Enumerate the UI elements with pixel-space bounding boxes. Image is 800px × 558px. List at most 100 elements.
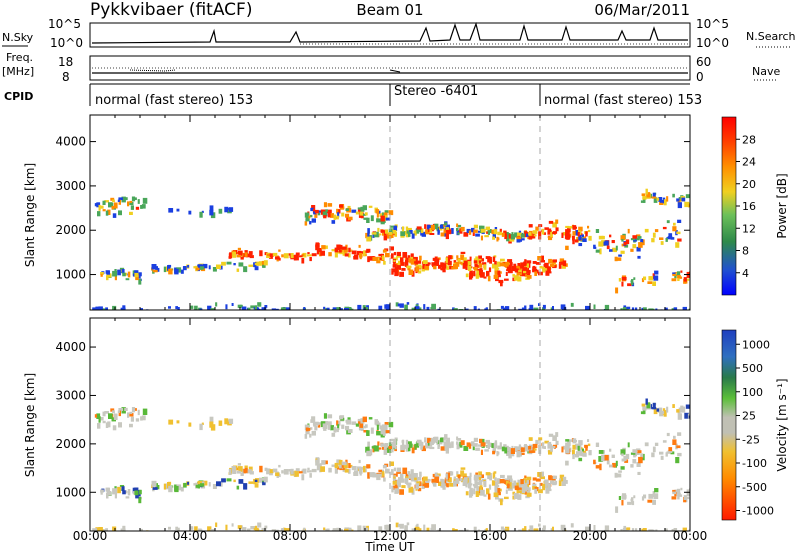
velocity-echo-cell <box>443 441 447 448</box>
power-echo-cell <box>651 196 657 199</box>
velocity-echo-cell <box>363 465 366 473</box>
velocity-echo-cell <box>525 495 530 499</box>
velocity-echo-cell <box>210 529 215 531</box>
velocity-echo-cell <box>135 418 140 422</box>
velocity-echo-cell <box>621 453 624 457</box>
velocity-echo-cell <box>395 522 399 528</box>
power-echo-cell <box>152 269 158 273</box>
velocity-echo-cell <box>118 410 121 417</box>
velocity-echo-cell <box>406 522 410 526</box>
power-echo-cell <box>255 307 260 310</box>
power-echo-cell <box>494 260 497 265</box>
power-echo-cell <box>311 218 316 223</box>
power-echo-cell <box>494 268 499 273</box>
power-echo-cell <box>672 273 676 277</box>
power-echo-cell <box>357 304 362 310</box>
power-echo-cell <box>366 217 370 223</box>
velocity-echo-cell <box>345 420 349 423</box>
velocity-echo-cell <box>631 528 634 531</box>
velocity-echo-cell <box>330 425 334 431</box>
velocity-echo-cell <box>641 528 644 531</box>
velocity-echo-cell <box>504 447 508 454</box>
velocity-echo-cell <box>366 430 370 436</box>
velocity-echo-cell <box>177 527 180 531</box>
power-echo-cell <box>327 212 331 218</box>
power-echo-cell <box>132 311 136 316</box>
velocity-echo-cell <box>558 480 562 486</box>
velocity-echo-cell <box>524 475 527 479</box>
velocity-echo-cell <box>634 528 638 531</box>
velocity-echo-cell <box>189 526 194 530</box>
velocity-echo-cell <box>353 472 358 476</box>
power-echo-cell <box>432 310 435 312</box>
velocity-echo-cell <box>393 485 398 490</box>
velocity-echo-cell <box>105 528 108 531</box>
xtick-label: 08:00 <box>273 529 308 543</box>
velocity-echo-cell <box>138 496 142 504</box>
velocity-echo-cell <box>188 422 192 427</box>
power-echo-cell <box>433 265 437 270</box>
velocity-echo-cell <box>623 456 627 461</box>
velocity-echo-cell <box>633 495 636 499</box>
velocity-echo-cell <box>494 488 500 493</box>
power-echo-cell <box>132 270 136 276</box>
power-echo-cell <box>646 192 651 198</box>
velocity-echo-cell <box>500 526 504 530</box>
velocity-echo-cell <box>338 529 343 531</box>
velocity-echo-cell <box>652 402 656 410</box>
velocity-echo-cell <box>683 495 687 500</box>
power-echo-cell <box>367 256 370 263</box>
velocity-echo-cell <box>473 485 479 489</box>
power-echo-cell <box>337 209 341 214</box>
velocity-echo-cell <box>463 532 467 536</box>
velocity-echo-cell <box>332 528 337 531</box>
velocity-echo-cell <box>451 441 454 448</box>
power-echo-cell <box>347 216 353 221</box>
velocity-echo-cell <box>226 478 232 482</box>
power-echo-cell <box>588 235 592 241</box>
power-echo-cell <box>469 256 472 261</box>
power-echo-cell <box>495 264 498 270</box>
velocity-echo-cell <box>532 443 538 448</box>
power-echo-cell <box>518 270 522 273</box>
velocity-echo-cell <box>548 475 552 481</box>
velocity-echo-cell <box>446 472 451 479</box>
power-echo-cell <box>681 197 686 202</box>
power-echo-cell <box>643 307 647 310</box>
velocity-echo-cell <box>132 532 136 538</box>
power-echo-cell <box>416 227 420 234</box>
velocity-echo-cell <box>447 477 452 483</box>
velocity-echo-cell <box>552 526 554 531</box>
velocity-echo-cell <box>480 489 485 496</box>
power-echo-cell <box>679 310 681 313</box>
power-echo-cell <box>467 265 472 271</box>
velocity-echo-cell <box>167 482 171 489</box>
velocity-echo-cell <box>676 445 681 449</box>
velocity-echo-cell <box>327 534 331 537</box>
velocity-echo-cell <box>434 472 438 477</box>
power-echo-cell <box>274 308 279 310</box>
velocity-echo-cell <box>257 522 262 528</box>
velocity-echo-cell <box>261 527 267 531</box>
velocity-echo-cell <box>632 459 637 464</box>
velocity-echo-cell <box>677 413 682 420</box>
velocity-echo-cell <box>382 433 386 436</box>
freq-tick-bottom-right: 0 <box>696 70 704 84</box>
velocity-echo-cell <box>647 499 653 503</box>
velocity-echo-cell <box>503 444 507 448</box>
velocity-echo-cell <box>390 470 394 476</box>
velocity-echo-cell <box>636 451 640 455</box>
velocity-echo-cell <box>344 528 349 531</box>
velocity-echo-cell <box>667 450 673 453</box>
velocity-echo-cell <box>507 487 513 491</box>
velocity-echo-cell <box>371 446 377 449</box>
velocity-echo-cell <box>229 418 234 424</box>
power-echo-cell <box>97 211 101 217</box>
power-echo-cell <box>243 266 248 273</box>
power-echo-cell <box>524 259 527 262</box>
velocity-echo-cell <box>384 524 388 530</box>
velocity-echo-cell <box>255 528 260 531</box>
velocity-echo-cell <box>336 527 340 531</box>
velocity-echo-cell <box>254 479 258 482</box>
velocity-echo-cell <box>652 499 656 505</box>
